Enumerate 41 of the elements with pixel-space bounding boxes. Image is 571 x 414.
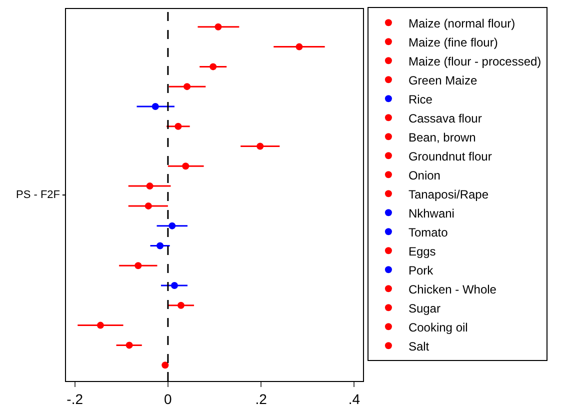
legend-label: Pork (408, 263, 434, 278)
legend-label: Sugar (408, 301, 440, 316)
point (256, 142, 264, 150)
y-axis-title: PS - F2F (16, 189, 60, 201)
x-tick-label: .4 (348, 390, 360, 407)
legend-label: Chicken - Whole (408, 282, 497, 296)
point (126, 342, 133, 349)
legend-label: Salt (408, 339, 430, 354)
legend-label: Bean, brown (408, 130, 476, 144)
legend-label: Onion (408, 168, 440, 182)
point (170, 282, 178, 290)
legend-label: Cassava flour (408, 111, 482, 126)
point (146, 182, 154, 190)
legend-label: Nkhwani (408, 206, 454, 220)
point (214, 23, 222, 30)
point (210, 63, 217, 70)
point (177, 302, 184, 309)
legend-label: Rice (408, 92, 433, 106)
legend-label: Groundnut flour (408, 149, 492, 164)
point (182, 162, 190, 170)
x-tick-label: 0 (164, 390, 172, 407)
legend-label: Maize (normal flour) (408, 16, 516, 30)
legend-label: Green Maize (408, 73, 478, 88)
legend-label: Maize (flour - processed) (408, 54, 542, 68)
legend-label: Cooking oil (408, 320, 468, 334)
point (152, 102, 159, 110)
legend-label: Tomato (408, 225, 448, 240)
legend-label: Tanaposi/Rape (408, 187, 489, 202)
point (184, 83, 191, 90)
legend-label: Maize (fine flour) (408, 35, 498, 50)
x-tick-label: .2 (255, 390, 268, 407)
point (168, 222, 176, 230)
point (162, 362, 169, 369)
point (96, 322, 104, 329)
x-tick-label: -.2 (66, 390, 84, 407)
point (144, 202, 152, 210)
point (296, 43, 303, 50)
legend-label: Eggs (408, 244, 436, 258)
point (174, 122, 182, 130)
point (134, 262, 142, 270)
point (156, 242, 164, 250)
